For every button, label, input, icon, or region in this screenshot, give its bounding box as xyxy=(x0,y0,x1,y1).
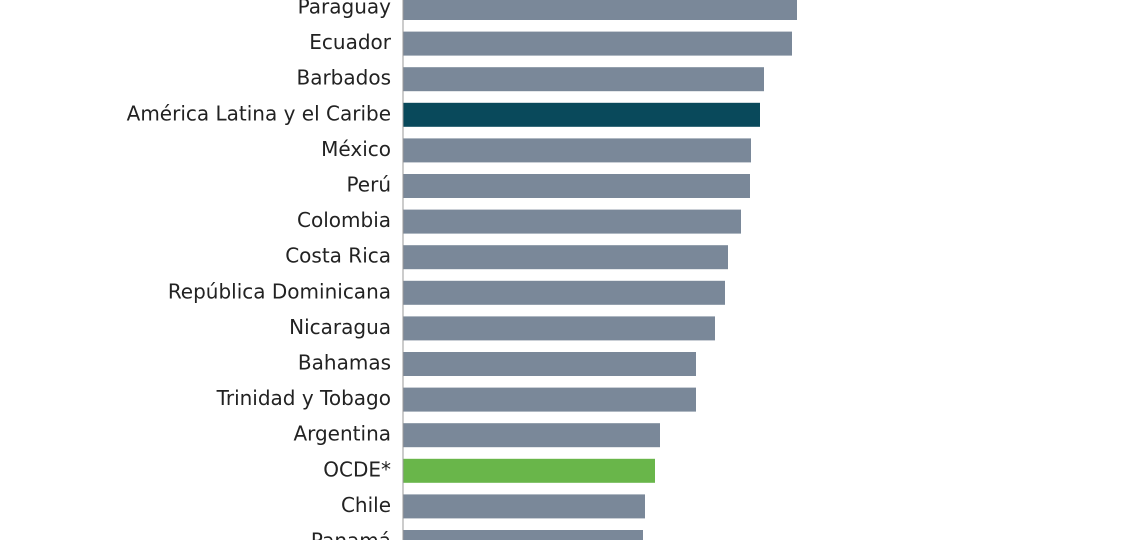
y-tick-label: Paraguay xyxy=(298,0,392,19)
y-tick-label: Costa Rica xyxy=(285,244,391,268)
bar xyxy=(403,0,797,20)
y-tick-label: Ecuador xyxy=(309,30,391,54)
bar xyxy=(403,352,696,376)
bar xyxy=(403,102,760,127)
bar xyxy=(403,494,645,519)
bar xyxy=(403,245,728,270)
y-tick-label: Trinidad y Tobago xyxy=(216,386,391,410)
bar xyxy=(403,174,750,198)
y-tick-label: Nicaragua xyxy=(289,315,391,339)
bar xyxy=(403,67,764,92)
y-tick-label: Perú xyxy=(346,173,391,197)
y-tick-label: América Latina y el Caribe xyxy=(127,101,391,125)
bar xyxy=(403,138,751,163)
y-tick-label: Panamá xyxy=(311,529,391,540)
y-tick-label: Barbados xyxy=(296,66,391,90)
y-tick-label: Colombia xyxy=(297,208,391,232)
bar xyxy=(403,209,741,234)
bar xyxy=(403,31,792,56)
y-tick-label: República Dominicana xyxy=(168,279,391,303)
bar xyxy=(403,280,725,305)
bar xyxy=(403,316,715,341)
y-tick-label: OCDE* xyxy=(323,457,391,481)
y-tick-label: México xyxy=(321,137,391,161)
y-tick-label: Bahamas xyxy=(298,351,391,375)
y-tick-label: Argentina xyxy=(293,422,391,446)
y-tick-label: Chile xyxy=(341,493,391,517)
bar xyxy=(403,458,655,483)
bar xyxy=(403,423,660,448)
bar xyxy=(403,530,643,540)
bar xyxy=(403,387,696,412)
